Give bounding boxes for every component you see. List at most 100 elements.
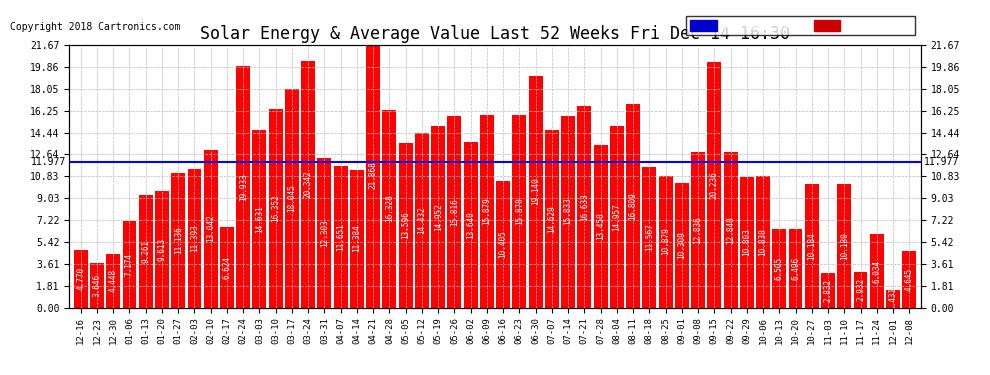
Text: 21.868: 21.868 (368, 161, 377, 189)
Bar (480, 115, 494, 308)
Bar (301, 61, 315, 308)
Bar (658, 176, 672, 308)
Bar (529, 76, 543, 307)
Bar (252, 130, 266, 308)
Text: 6.496: 6.496 (791, 256, 800, 280)
Bar (432, 126, 446, 308)
Text: 16.809: 16.809 (629, 192, 638, 220)
Text: 9.613: 9.613 (157, 238, 166, 261)
Bar (171, 172, 185, 308)
Bar (838, 184, 851, 308)
Bar (155, 191, 169, 308)
Bar (447, 116, 461, 308)
Text: 4.645: 4.645 (905, 268, 914, 291)
Text: 9.261: 9.261 (142, 240, 150, 263)
Bar (772, 229, 786, 308)
Text: 16.352: 16.352 (271, 195, 280, 222)
Bar (123, 220, 137, 308)
Text: 10.830: 10.830 (758, 228, 767, 256)
Text: 6.624: 6.624 (223, 256, 232, 279)
Text: 10.879: 10.879 (661, 228, 670, 255)
Text: 16.328: 16.328 (385, 195, 394, 222)
Text: 14.432: 14.432 (418, 206, 427, 234)
Text: 12.303: 12.303 (320, 219, 329, 247)
Legend: Average ($), Daily  ($): Average ($), Daily ($) (686, 16, 916, 35)
Bar (74, 250, 87, 308)
Text: 13.596: 13.596 (401, 211, 410, 239)
Bar (268, 110, 282, 308)
Bar (350, 170, 363, 308)
Bar (724, 152, 738, 308)
Bar (691, 152, 705, 308)
Bar (544, 130, 558, 308)
Text: 10.405: 10.405 (499, 231, 508, 258)
Bar (756, 176, 770, 308)
Text: 7.174: 7.174 (125, 252, 134, 276)
Bar (821, 273, 835, 308)
Bar (285, 89, 299, 308)
Bar (870, 234, 884, 308)
Text: 11.393: 11.393 (190, 225, 199, 252)
Bar (903, 251, 916, 308)
Bar (643, 167, 656, 308)
Text: Copyright 2018 Cartronics.com: Copyright 2018 Cartronics.com (10, 22, 180, 32)
Text: 15.816: 15.816 (449, 198, 459, 226)
Text: 15.879: 15.879 (482, 198, 491, 225)
Bar (886, 290, 900, 308)
Text: 20.342: 20.342 (304, 170, 313, 198)
Text: 16.633: 16.633 (580, 193, 589, 220)
Text: 12.836: 12.836 (694, 216, 703, 244)
Bar (139, 195, 152, 308)
Text: 3.646: 3.646 (92, 274, 101, 297)
Bar (740, 177, 753, 308)
Bar (594, 145, 608, 308)
Text: 15.870: 15.870 (515, 198, 524, 225)
Text: 13.042: 13.042 (206, 214, 215, 242)
Bar (513, 115, 527, 308)
Bar (853, 272, 867, 308)
Bar (415, 133, 429, 308)
Bar (334, 166, 347, 308)
Text: 10.803: 10.803 (742, 228, 751, 256)
Text: 20.236: 20.236 (710, 171, 719, 199)
Bar (399, 143, 413, 308)
Text: 2.832: 2.832 (824, 279, 833, 302)
Text: 13.450: 13.450 (596, 212, 605, 240)
Text: 6.034: 6.034 (872, 260, 881, 282)
Bar (561, 116, 575, 308)
Text: 4.448: 4.448 (109, 269, 118, 292)
Text: 11.977: 11.977 (32, 158, 66, 167)
Bar (220, 227, 234, 308)
Text: 14.629: 14.629 (547, 205, 556, 233)
Text: 1.431: 1.431 (889, 287, 898, 310)
Text: 11.384: 11.384 (352, 225, 361, 252)
Text: 4.770: 4.770 (76, 267, 85, 290)
Title: Solar Energy & Average Value Last 52 Weeks Fri Dec 14 16:30: Solar Energy & Average Value Last 52 Wee… (200, 26, 790, 44)
Text: 12.840: 12.840 (726, 216, 736, 244)
Bar (496, 182, 510, 308)
Text: 10.180: 10.180 (840, 232, 848, 260)
Bar (789, 229, 803, 308)
Text: 18.045: 18.045 (287, 184, 296, 212)
Bar (237, 66, 250, 308)
Text: 11.651: 11.651 (337, 223, 346, 251)
Text: 13.640: 13.640 (466, 211, 475, 239)
Text: 6.505: 6.505 (775, 256, 784, 280)
Bar (187, 170, 201, 308)
Bar (90, 263, 104, 308)
Text: 14.957: 14.957 (613, 203, 622, 231)
Text: 11.136: 11.136 (173, 226, 183, 254)
Text: 19.933: 19.933 (239, 173, 248, 201)
Text: 14.952: 14.952 (434, 203, 443, 231)
Bar (610, 126, 624, 308)
Bar (627, 104, 640, 308)
Bar (805, 184, 819, 308)
Text: 10.309: 10.309 (677, 231, 686, 259)
Bar (463, 142, 477, 308)
Text: 11.977: 11.977 (924, 158, 958, 167)
Text: 19.140: 19.140 (531, 178, 541, 206)
Bar (366, 43, 380, 308)
Bar (708, 62, 722, 308)
Bar (675, 183, 689, 308)
Text: 11.567: 11.567 (644, 224, 653, 251)
